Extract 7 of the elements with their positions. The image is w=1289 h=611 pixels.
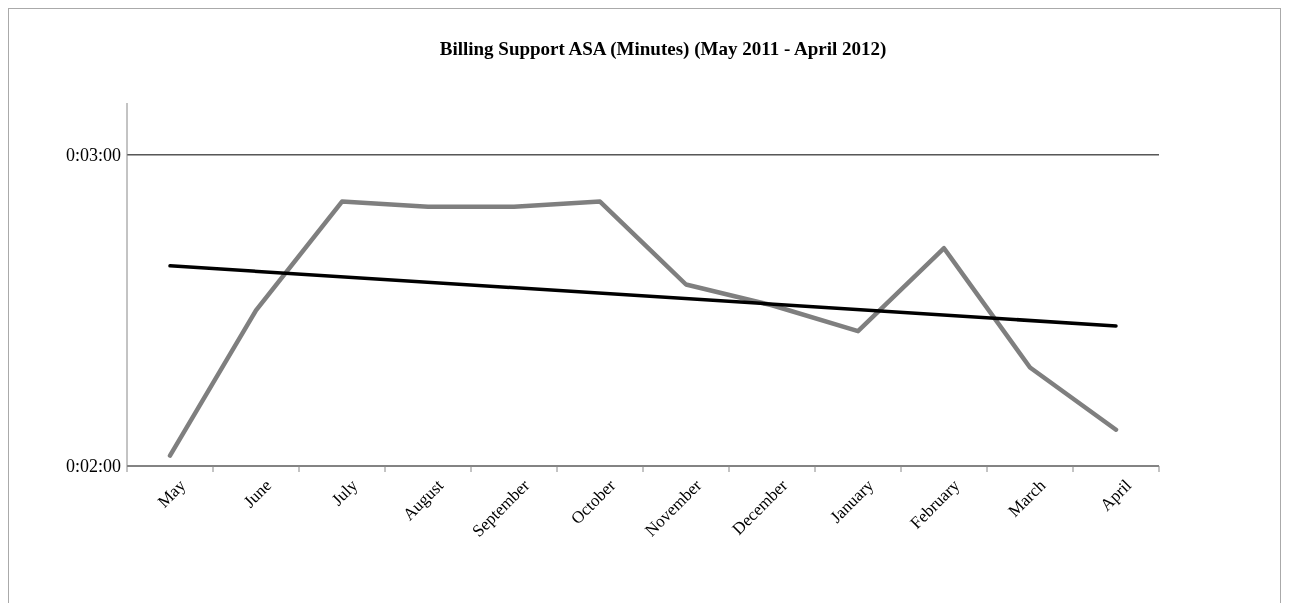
y-tick-label: 0:03:00 bbox=[65, 145, 121, 166]
line-series bbox=[167, 199, 1119, 458]
x-tick-label: May bbox=[153, 475, 190, 512]
x-tick-label: June bbox=[239, 475, 276, 512]
chart-title: Billing Support ASA (Minutes) (May 2011 - April 2012) bbox=[439, 38, 887, 60]
x-tick-label: July bbox=[327, 475, 362, 510]
y-tick-label: 0:02:00 bbox=[65, 456, 121, 477]
